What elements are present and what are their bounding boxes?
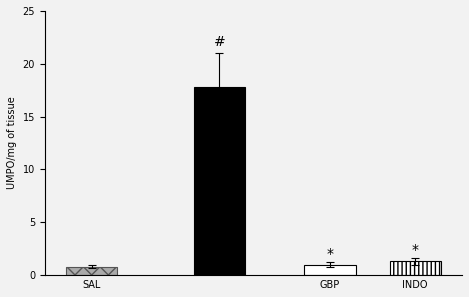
Bar — [66, 267, 117, 275]
Text: #: # — [213, 35, 225, 49]
Bar — [304, 265, 356, 275]
Text: *: * — [326, 247, 333, 261]
Bar — [194, 87, 245, 275]
Y-axis label: UMPO/mg of tissue: UMPO/mg of tissue — [7, 97, 17, 189]
Bar — [390, 261, 441, 275]
Text: *: * — [412, 243, 419, 257]
